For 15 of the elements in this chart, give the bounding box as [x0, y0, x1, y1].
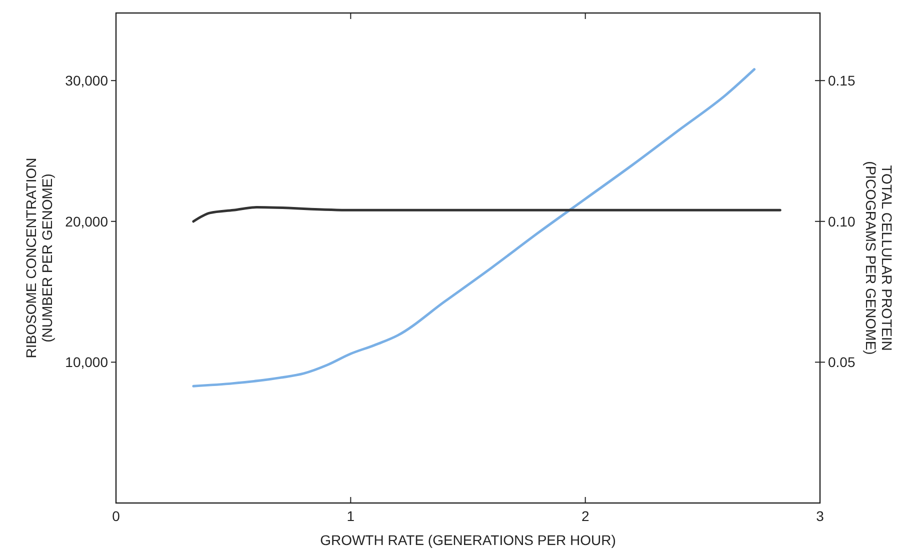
x-tick-label: 0 [112, 508, 120, 524]
y2-tick-label: 0.05 [828, 354, 856, 370]
y-tick-label: 10,000 [65, 354, 108, 370]
y-tick-label: 20,000 [65, 213, 108, 230]
y-tick-label: 30,000 [65, 72, 108, 88]
y2-tick-label: 0.10 [828, 213, 856, 230]
x-axis-title: GROWTH RATE (GENERATIONS PER HOUR) [320, 532, 616, 548]
line-series [192, 68, 756, 388]
x-tick-label: 3 [816, 508, 824, 524]
y2-tick-label: 0.15 [828, 72, 856, 88]
y-axis-title: RIBOSOME CONCENTRATION (NUMBER PER GENOME) [23, 158, 55, 358]
line-series [192, 206, 782, 223]
x-tick-label: 2 [581, 508, 590, 524]
x-tick-label: 1 [346, 508, 355, 524]
y2-axis-title: TOTAL CELLULAR PROTEIN (PICOGRAMS PER GENOME) [863, 161, 895, 355]
